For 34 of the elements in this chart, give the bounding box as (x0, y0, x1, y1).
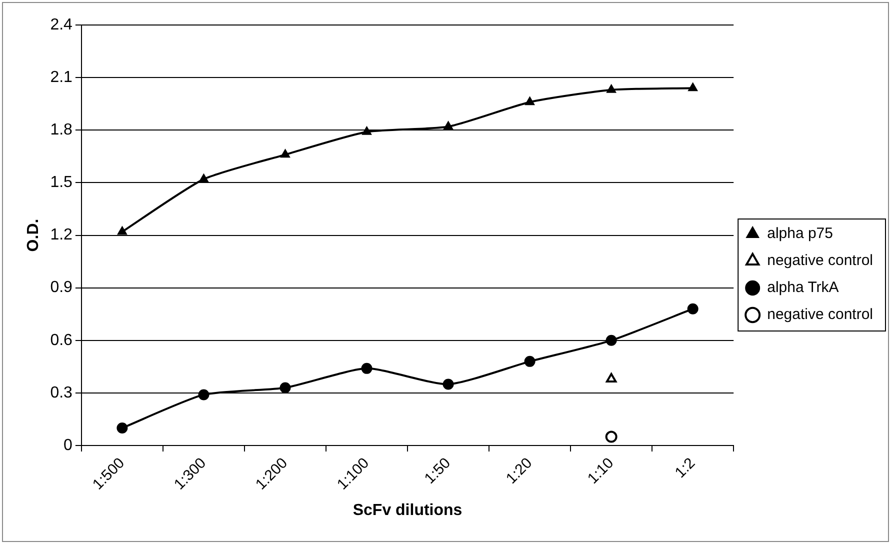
y-tick-label: 0.3 (50, 384, 73, 402)
point (606, 84, 616, 93)
point (524, 96, 535, 106)
y-tick-label: 2.1 (50, 68, 73, 86)
x-tick-label: 1:2 (672, 454, 699, 482)
point (442, 378, 454, 390)
point (605, 430, 618, 443)
y-tick-label: 0.9 (50, 279, 73, 296)
y-tick-label: 1.8 (50, 122, 73, 139)
point (361, 362, 372, 374)
point (606, 334, 617, 346)
point (443, 121, 454, 130)
y-tick-label: 0.6 (50, 332, 73, 349)
point (606, 372, 617, 382)
point (524, 356, 536, 367)
legend-label: negative control (767, 252, 874, 270)
point (117, 226, 128, 235)
y-tick-label: 1.2 (50, 226, 73, 244)
y-tick-label: 0 (64, 436, 73, 454)
point (280, 382, 291, 394)
point (116, 422, 128, 434)
point (280, 149, 290, 158)
y-tick-label: 2.4 (50, 16, 73, 34)
point (198, 389, 210, 400)
point (687, 303, 698, 314)
y-tick-label: 1.5 (50, 174, 73, 192)
x-axis-title: ScFv dilutions (352, 502, 462, 519)
point (688, 82, 698, 92)
legend-label: negative control (767, 306, 874, 324)
point (362, 126, 372, 135)
y-axis-title: O.D. (25, 218, 42, 252)
point (198, 174, 209, 182)
legend-label: alpha TrkA (767, 279, 839, 296)
legend-label: alpha p75 (767, 225, 834, 242)
